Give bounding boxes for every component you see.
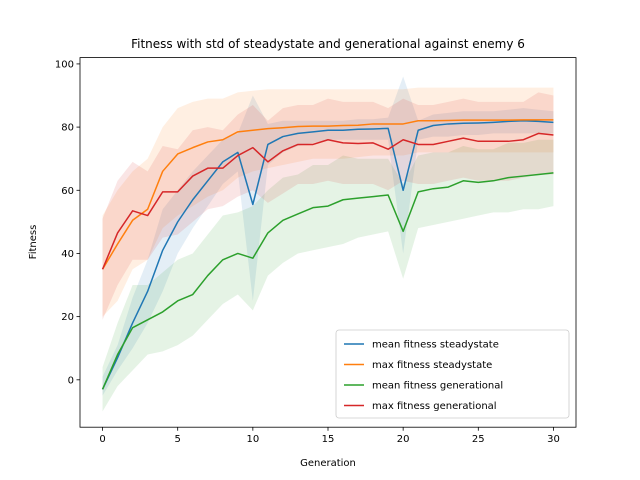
legend-label-2: mean fitness generational [372,381,503,392]
x-tick-label-3: 15 [322,434,335,445]
legend: mean fitness steadystate max fitness stea… [335,329,570,419]
y-tick-label-3: 60 [61,186,74,197]
y-tick-label-2: 40 [61,249,74,260]
series-line-1 [101,119,554,270]
std-bands [102,76,554,412]
std-band-0 [102,76,554,396]
x-tick-label-6: 30 [547,434,560,445]
std-band-3 [102,92,554,320]
x-tick-label-5: 25 [472,434,485,445]
legend-label-0: mean fitness steadystate [372,340,499,351]
y-axis-label: Fitness [28,225,39,260]
series-line-2 [101,172,554,390]
x-tick-label-0: 0 [99,434,105,445]
x-axis-label: Generation [300,458,356,469]
series-lines [101,119,554,390]
legend-box [335,329,570,419]
series-line-0 [101,120,554,390]
x-tick-label-2: 10 [246,434,259,445]
legend-label-1: max fitness steadystate [372,360,492,371]
y-tick-label-4: 80 [61,123,74,134]
y-axis: 0 20 40 60 80 100 [55,59,80,386]
y-tick-label-5: 100 [55,59,74,70]
series-line-3 [101,132,554,270]
chart-title: Fitness with std of steadystate and gene… [131,37,525,51]
std-band-2 [102,139,554,412]
legend-label-3: max fitness generational [372,401,497,412]
y-tick-label-1: 20 [61,312,74,323]
y-tick-label-0: 0 [68,375,74,386]
x-tick-label-4: 20 [397,434,410,445]
x-axis: 0 5 10 15 20 25 30 [99,427,560,445]
x-tick-label-1: 5 [175,434,181,445]
std-band-1 [102,87,554,317]
